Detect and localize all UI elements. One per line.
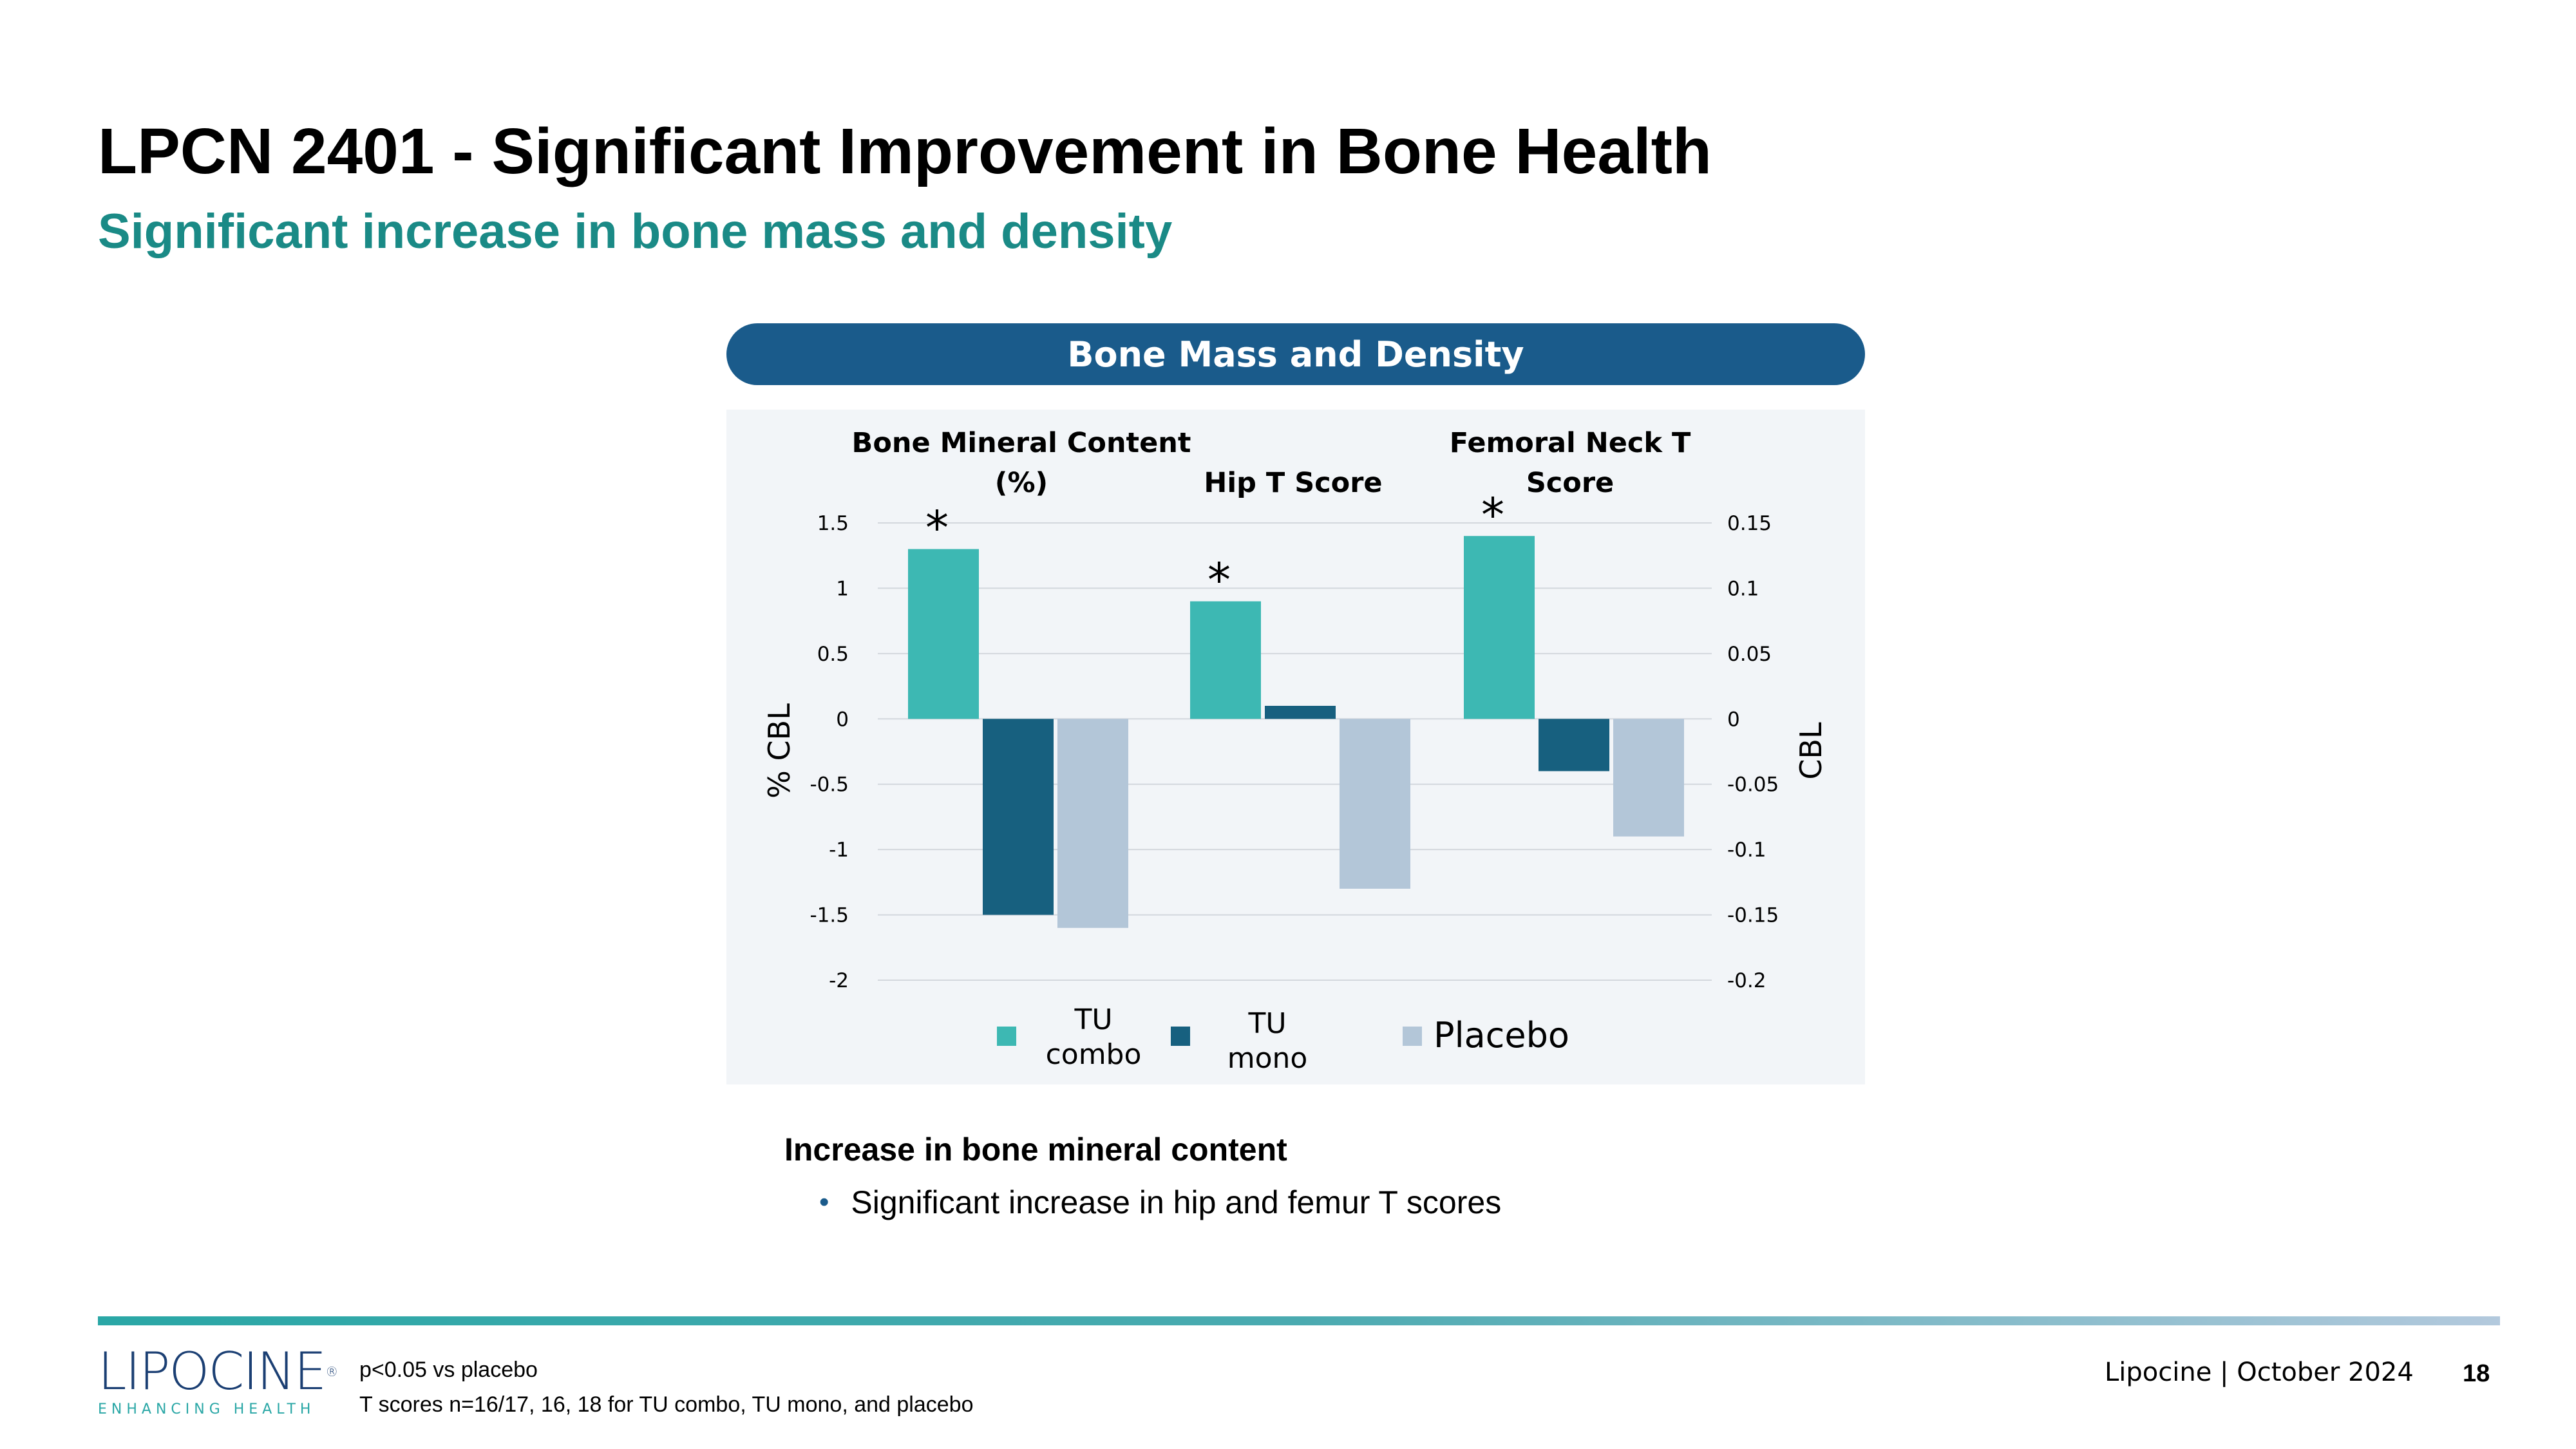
takeaway-heading: Increase in bone mineral content: [784, 1132, 1287, 1168]
left-tick-label: 0.5: [817, 643, 849, 666]
left-tick-label: 1.5: [817, 512, 849, 535]
left-axis-label: % CBL: [762, 703, 797, 799]
right-tick-label: -0.2: [1727, 969, 1766, 992]
right-axis-label: CBL: [1794, 722, 1828, 780]
group-title: Femoral Neck T: [1450, 427, 1691, 459]
footer-source: Lipocine | October 2024: [2105, 1358, 2414, 1387]
group-title: Hip T Score: [1204, 467, 1382, 499]
group-title: Bone Mineral Content: [852, 427, 1191, 459]
footnote-significance: p<0.05 vs placebo: [359, 1358, 538, 1382]
bone-chart: 1.5 0.15 1 0.1 0.5 0.05 0 0 -0.5 -0.05 -1 -0.1 -1.5 -…: [762, 427, 1828, 1075]
significance-star: *: [1481, 488, 1504, 542]
right-tick-label: -0.1: [1727, 838, 1766, 862]
right-tick-label: 0.15: [1727, 512, 1772, 535]
logo-text: LIPOCINE: [98, 1341, 327, 1401]
left-tick-label: -2: [829, 969, 849, 992]
logo-tagline: ENHANCING HEALTH: [98, 1401, 316, 1417]
bullet-icon: •: [819, 1186, 829, 1218]
bar-tu-mono: [1265, 706, 1336, 719]
left-tick-label: -1.5: [810, 904, 849, 927]
bar-tu-combo: [1464, 536, 1535, 719]
right-tick-label: 0.05: [1727, 643, 1772, 666]
legend-label: combo: [1046, 1038, 1142, 1071]
right-tick-label: 0: [1727, 708, 1740, 731]
group-title: (%): [995, 467, 1048, 499]
slide-title: LPCN 2401 - Significant Improvement in B…: [98, 115, 1712, 187]
bar-tu-combo: [908, 549, 979, 719]
right-tick-label: -0.05: [1727, 773, 1779, 797]
legend-label: mono: [1227, 1042, 1308, 1075]
left-tick-label: -0.5: [810, 773, 849, 797]
right-tick-label: 0.1: [1727, 577, 1759, 600]
left-tick-label: 0: [836, 708, 849, 731]
significance-star: *: [925, 501, 949, 555]
legend-label: Placebo: [1434, 1015, 1569, 1056]
legend-swatch: [997, 1027, 1016, 1046]
footnote-sample-size: T scores n=16/17, 16, 18 for TU combo, T…: [359, 1392, 974, 1417]
footer-divider: [98, 1316, 2500, 1325]
bar-placebo: [1340, 719, 1410, 889]
lipocine-logo: LIPOCINE® ENHANCING HEALTH: [98, 1341, 338, 1418]
bar-tu-combo: [1190, 601, 1261, 719]
page-number: 18: [2463, 1360, 2490, 1387]
chart-panel: 1.5 0.15 1 0.1 0.5 0.05 0 0 -0.5 -0.05 -1 -0.1 -1.5 -…: [726, 410, 1865, 1084]
legend-label: TU: [1247, 1007, 1286, 1040]
group-title: Score: [1526, 467, 1614, 499]
left-tick-label: 1: [836, 577, 849, 600]
right-tick-label: -0.15: [1727, 904, 1779, 927]
slide-subtitle: Significant increase in bone mass and de…: [98, 204, 1173, 259]
takeaway-bullet: • Significant increase in hip and femur …: [819, 1184, 1501, 1221]
bar-tu-mono: [983, 719, 1054, 915]
bar-tu-mono: [1539, 719, 1609, 772]
left-tick-label: -1: [829, 838, 849, 862]
chart-banner: Bone Mass and Density: [726, 323, 1865, 385]
legend-label: TU: [1074, 1003, 1112, 1036]
bar-placebo: [1613, 719, 1684, 837]
takeaway-bullet-text: Significant increase in hip and femur T …: [851, 1184, 1502, 1220]
legend-swatch: [1403, 1027, 1422, 1046]
significance-star: *: [1208, 553, 1231, 607]
bar-placebo: [1057, 719, 1128, 928]
legend-swatch: [1171, 1027, 1190, 1046]
